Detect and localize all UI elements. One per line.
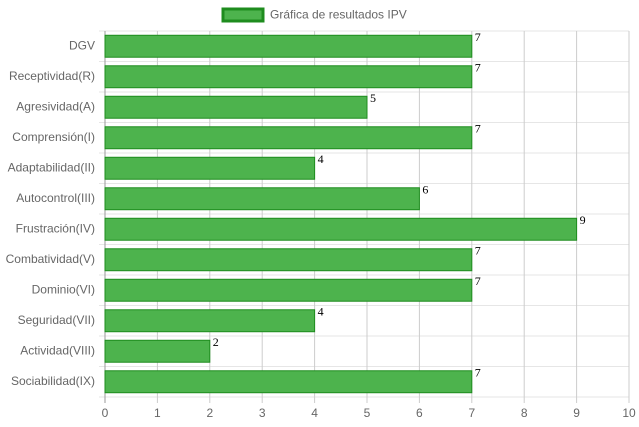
x-tick-label: 1: [154, 406, 161, 420]
y-tick-label: Agresividad(A): [16, 99, 95, 113]
bar: [104, 248, 473, 272]
bar: [104, 217, 578, 241]
y-tick-label: Sociabilidad(IX): [11, 374, 95, 388]
x-tick-label: 5: [364, 406, 371, 420]
bar: [104, 95, 368, 119]
bar: [104, 156, 316, 180]
x-tick-label: 4: [311, 406, 318, 420]
bar: [104, 339, 211, 363]
y-tick-label: Receptividad(R): [9, 69, 95, 83]
data-label: 7: [475, 30, 481, 44]
data-label: 5: [370, 91, 376, 105]
x-tick-label: 6: [416, 406, 423, 420]
bar: [104, 34, 473, 58]
y-tick-label: Adaptabilidad(II): [8, 160, 95, 174]
x-tick-label: 10: [622, 406, 636, 420]
data-label: 7: [475, 244, 481, 258]
y-tick-label: Comprensión(I): [12, 130, 95, 144]
data-label: 7: [475, 122, 481, 136]
x-tick-label: 0: [102, 406, 109, 420]
y-tick-label: Frustración(IV): [16, 221, 95, 235]
bar: [104, 126, 473, 150]
data-label: 7: [475, 61, 481, 75]
bar: [104, 65, 473, 89]
data-label: 9: [580, 213, 586, 227]
legend-swatch[interactable]: [221, 7, 265, 23]
x-tick-label: 2: [206, 406, 213, 420]
x-tick-label: 9: [573, 406, 580, 420]
y-tick-label: Seguridad(VII): [18, 313, 95, 327]
data-label: 4: [318, 152, 324, 166]
data-label: 4: [318, 305, 324, 319]
y-tick-label: DGV: [69, 38, 95, 52]
x-tick-label: 3: [259, 406, 266, 420]
data-label: 2: [213, 335, 219, 349]
bar: [104, 278, 473, 302]
y-tick-label: Autocontrol(III): [16, 191, 95, 205]
y-tick-label: Combatividad(V): [6, 252, 95, 266]
y-tick-label: Dominio(VI): [32, 282, 95, 296]
data-label: 7: [475, 366, 481, 380]
x-tick-label: 8: [521, 406, 528, 420]
data-label: 7: [475, 274, 481, 288]
data-label: 6: [422, 183, 428, 197]
bar: [104, 370, 473, 394]
x-tick-label: 7: [468, 406, 475, 420]
bar: [104, 187, 420, 211]
y-tick-label: Actividad(VIII): [20, 343, 95, 357]
legend-label[interactable]: Gráfica de resultados IPV: [270, 8, 407, 22]
bar: [104, 309, 316, 333]
